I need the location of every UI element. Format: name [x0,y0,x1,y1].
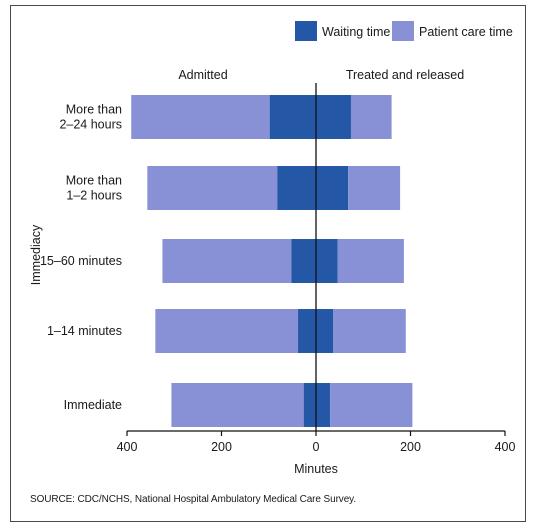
bar-admitted-wait-3 [298,309,316,353]
category-label-4-0: Immediate [64,398,122,412]
bar-treated-wait-0 [316,95,351,139]
category-label-0-0: More than [66,103,122,117]
category-label-1-0: More than [66,174,122,188]
bar-admitted-care-2 [162,239,292,283]
x-tick-label-4: 400 [495,440,516,454]
source-note: SOURCE: CDC/NCHS, National Hospital Ambu… [30,494,357,505]
bar-admitted-care-1 [147,166,278,210]
panel-label-admitted: Admitted [178,68,227,82]
x-tick-label-3: 200 [400,440,421,454]
bar-treated-wait-1 [316,166,349,210]
bar-admitted-care-3 [155,309,299,353]
bar-treated-care-3 [333,309,406,353]
bar-treated-care-2 [337,239,404,283]
bar-admitted-wait-0 [269,95,316,139]
bar-treated-wait-3 [316,309,334,353]
legend-label-waiting: Waiting time [322,25,390,39]
bar-treated-wait-2 [316,239,338,283]
x-tick-label-2: 0 [313,440,320,454]
category-label-3-0: 1–14 minutes [47,324,122,338]
legend-label-care: Patient care time [419,25,513,39]
legend-swatch-waiting [295,21,317,41]
x-tick-label-1: 200 [211,440,232,454]
bar-treated-wait-4 [316,383,331,427]
bar-treated-care-4 [330,383,413,427]
bar-admitted-care-4 [171,383,304,427]
y-axis-title: Immediacy [29,224,43,285]
bar-admitted-care-0 [131,95,270,139]
x-tick-label-0: 400 [117,440,138,454]
bar-treated-care-1 [348,166,401,210]
panel-label-treated: Treated and released [346,68,464,82]
category-label-1-1: 1–2 hours [66,189,122,203]
bar-admitted-wait-2 [291,239,316,283]
bar-admitted-wait-1 [277,166,316,210]
bar-admitted-wait-4 [303,383,316,427]
category-label-0-1: 2–24 hours [59,118,122,132]
legend-swatch-care [392,21,414,41]
category-label-2-0: 15–60 minutes [40,254,122,268]
x-axis-title: Minutes [294,462,338,476]
bar-treated-care-0 [350,95,392,139]
